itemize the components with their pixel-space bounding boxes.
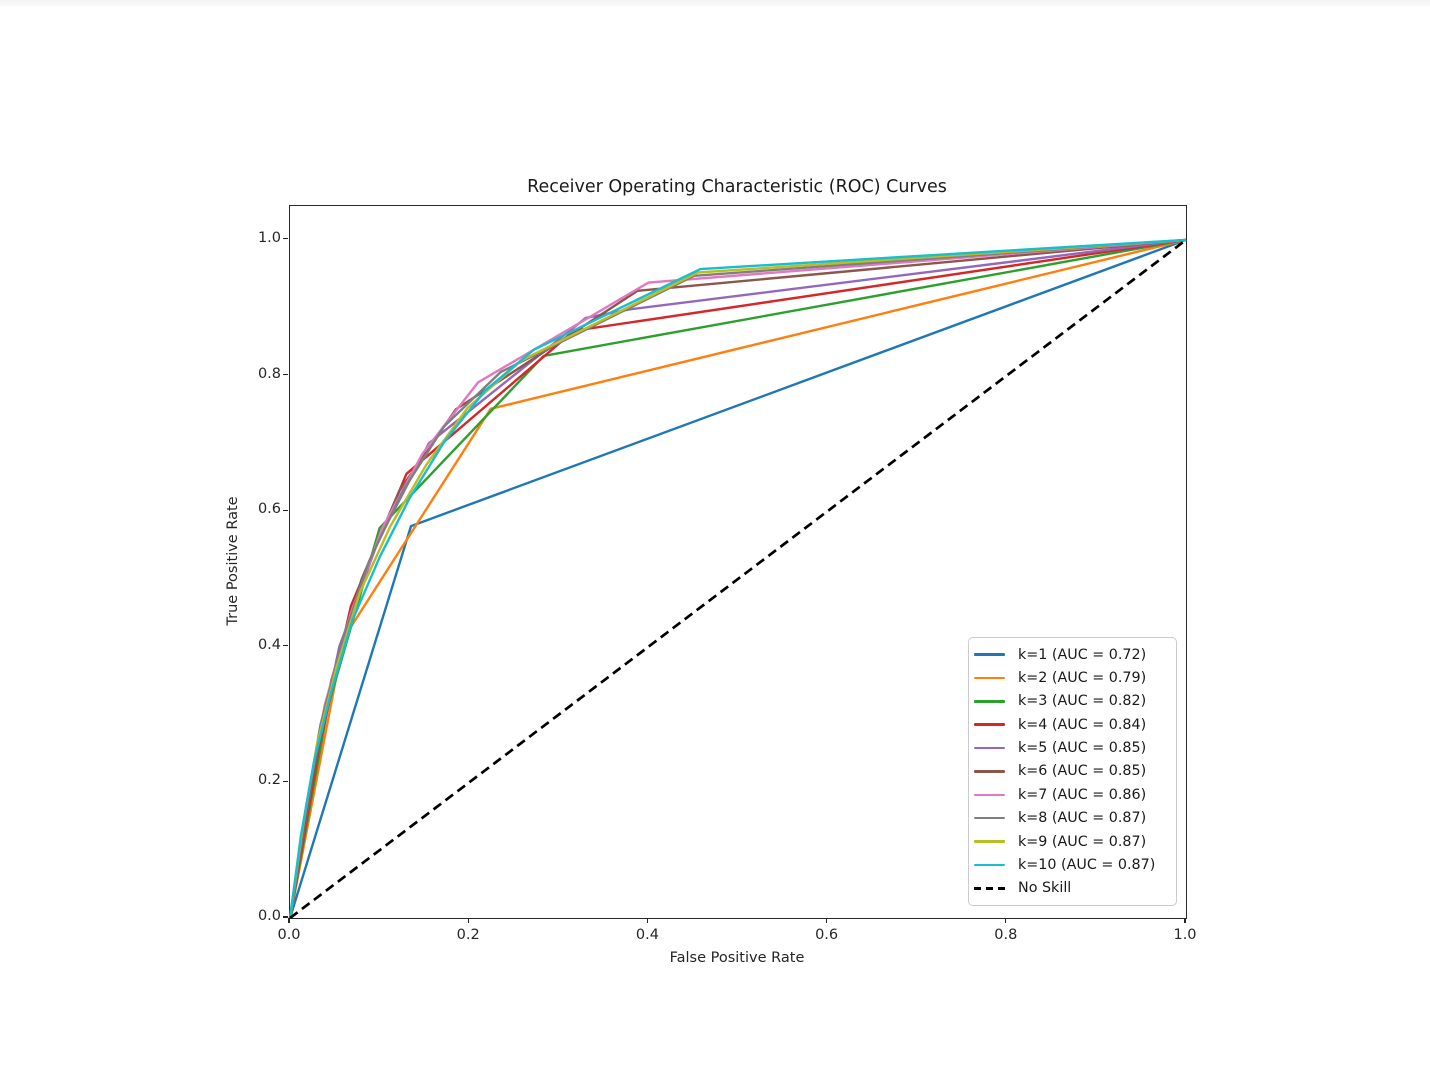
- y-tick-label-0.0: 0.0: [257, 908, 281, 924]
- y-tick-label-0.2: 0.2: [257, 772, 281, 789]
- roc-curve-k10: [288, 238, 1187, 919]
- x-tick-mark-0.4: [646, 918, 648, 924]
- x-tick-label-0.8: 0.8: [994, 927, 1018, 943]
- legend-label-k4: k=4 (AUC = 0.84): [1018, 716, 1147, 733]
- y-tick-label-1.0: 1.0: [257, 229, 281, 246]
- y-tick-label-0.8: 0.8: [257, 365, 281, 382]
- legend-item-k4: k=4 (AUC = 0.84): [974, 713, 1168, 736]
- plot-area-svg: [288, 238, 1187, 920]
- roc-curve-k1: [288, 238, 1187, 919]
- y-tick-mark-0.8: [282, 373, 288, 376]
- window-top-edge: [0, 0, 1430, 6]
- legend-line-sample-k7: [974, 793, 1005, 797]
- legend-line-sample-k2: [974, 676, 1005, 680]
- legend-item-k10: k=10 (AUC = 0.87): [974, 853, 1168, 876]
- legend-line-sample-k4: [974, 723, 1005, 727]
- y-tick-label-0.6: 0.6: [257, 501, 281, 518]
- legend-line-sample-k5: [974, 746, 1005, 750]
- legend-line-sample-k6: [974, 770, 1005, 773]
- legend-item-k8: k=8 (AUC = 0.87): [974, 807, 1168, 830]
- y-tick-mark-1.0: [282, 238, 288, 240]
- legend-label-k1: k=1 (AUC = 0.72): [1018, 646, 1147, 663]
- y-tick-mark-0.2: [282, 780, 288, 782]
- legend-label-no-skill: No Skill: [1018, 880, 1072, 897]
- roc-curve-k3: [288, 238, 1187, 919]
- legend-label-k10: k=10 (AUC = 0.87): [1018, 856, 1156, 873]
- legend-label-k2: k=2 (AUC = 0.79): [1018, 670, 1147, 687]
- legend: k=1 (AUC = 0.72) k=2 (AUC = 0.79) k=3 (AUC…: [968, 637, 1177, 906]
- legend-item-k5: k=5 (AUC = 0.85): [974, 736, 1168, 759]
- legend-label-k9: k=9 (AUC = 0.87): [1018, 833, 1147, 850]
- x-tick-label-0.0: 0.0: [277, 927, 301, 943]
- legend-item-k9: k=9 (AUC = 0.87): [974, 830, 1168, 853]
- legend-item-no-skill: No Skill: [974, 877, 1168, 900]
- x-tick-mark-0.8: [1005, 918, 1007, 924]
- legend-label-k6: k=6 (AUC = 0.85): [1018, 763, 1147, 780]
- legend-label-k3: k=3 (AUC = 0.82): [1018, 693, 1147, 710]
- x-tick-label-0.4: 0.4: [635, 927, 659, 943]
- legend-item-k7: k=7 (AUC = 0.86): [974, 783, 1168, 806]
- x-axis-label: False Positive Rate: [669, 950, 805, 966]
- y-tick-mark-0.6: [282, 509, 288, 511]
- legend-line-sample-no-skill: [974, 886, 1005, 890]
- x-tick-mark-0.2: [467, 918, 469, 924]
- legend-line-sample-k10: [974, 863, 1005, 867]
- y-tick-mark-0.4: [282, 645, 288, 647]
- legend-line-sample-k3: [974, 700, 1005, 703]
- legend-label-k7: k=7 (AUC = 0.86): [1018, 786, 1147, 803]
- legend-line-sample-k1: [974, 653, 1005, 656]
- x-tick-mark-0.0: [288, 918, 290, 924]
- roc-curve-k2: [288, 238, 1187, 919]
- legend-label-k5: k=5 (AUC = 0.85): [1018, 740, 1147, 757]
- x-tick-label-0.6: 0.6: [815, 927, 839, 943]
- legend-item-k3: k=3 (AUC = 0.82): [974, 690, 1168, 713]
- x-tick-mark-0.6: [826, 918, 828, 924]
- no-skill-line: [289, 238, 1187, 920]
- legend-line-sample-k8: [974, 816, 1005, 820]
- x-tick-label-0.2: 0.2: [456, 927, 480, 943]
- legend-item-k6: k=6 (AUC = 0.85): [974, 760, 1168, 783]
- y-tick-mark-0.0: [282, 916, 288, 918]
- x-tick-mark-1.0: [1184, 918, 1186, 924]
- legend-label-k8: k=8 (AUC = 0.87): [1018, 810, 1147, 827]
- y-tick-label-0.4: 0.4: [257, 636, 281, 653]
- legend-line-sample-k9: [974, 840, 1005, 843]
- x-tick-label-1.0: 1.0: [1173, 927, 1197, 943]
- legend-item-k2: k=2 (AUC = 0.79): [974, 666, 1168, 689]
- chart-title: Receiver Operating Characteristic (ROC) …: [527, 177, 947, 197]
- legend-item-k1: k=1 (AUC = 0.72): [974, 643, 1168, 666]
